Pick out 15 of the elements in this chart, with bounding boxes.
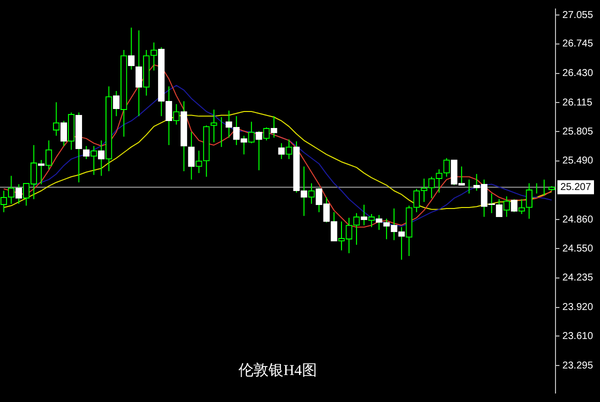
y-tick-label: 26.115 — [562, 97, 593, 108]
y-tick-label: 26.745 — [562, 38, 594, 50]
y-tick-label: 25.490 — [562, 156, 594, 167]
y-tick-label: 24.235 — [562, 272, 594, 284]
y-tick-label: 23.610 — [562, 330, 594, 342]
candlestick — [210, 110, 218, 142]
ref-line-label: 25.207 — [560, 182, 592, 194]
y-tick-label: 26.430 — [562, 68, 594, 80]
text: 伦敦银H4图 — [238, 362, 317, 379]
y-tick-label: 24.860 — [562, 214, 594, 226]
y-tick-label: 25.805 — [562, 126, 594, 138]
y-tick-label: 23.295 — [562, 360, 594, 372]
y-tick-label: 27.055 — [562, 10, 594, 21]
y-tick-label: 24.550 — [562, 243, 594, 254]
y-tick-label: 23.920 — [562, 302, 594, 313]
